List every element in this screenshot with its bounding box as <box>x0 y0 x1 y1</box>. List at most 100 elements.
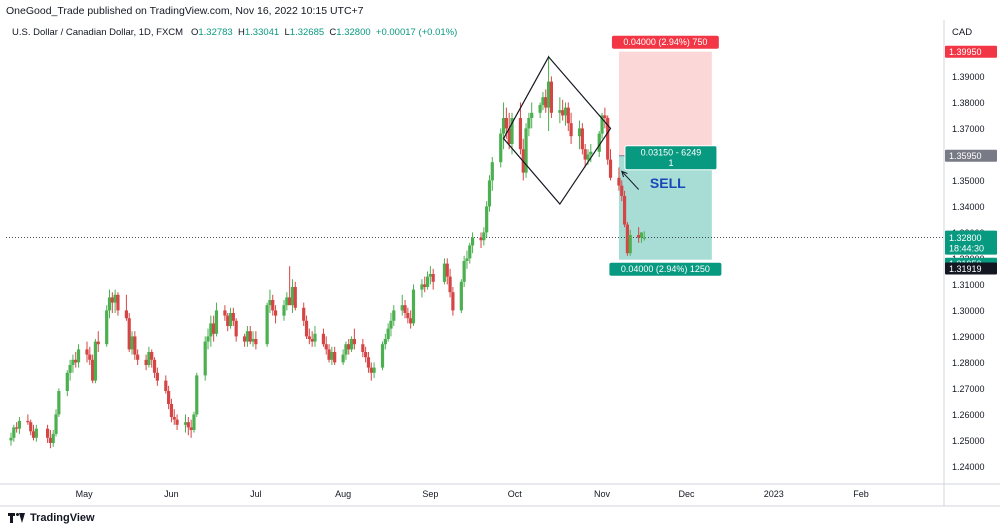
candle[interactable] <box>420 279 424 298</box>
candle[interactable] <box>361 339 365 358</box>
candle[interactable] <box>251 331 255 347</box>
candle[interactable] <box>93 339 98 384</box>
candle[interactable] <box>268 289 272 313</box>
candle[interactable] <box>15 422 19 433</box>
candle[interactable] <box>12 424 16 442</box>
candle[interactable] <box>639 232 644 243</box>
candle[interactable] <box>164 375 168 394</box>
candle[interactable] <box>228 307 233 329</box>
candle[interactable] <box>459 279 463 313</box>
candle[interactable] <box>245 326 250 347</box>
candle[interactable] <box>341 349 345 365</box>
candle[interactable] <box>563 102 568 126</box>
candle[interactable] <box>150 349 154 368</box>
candle[interactable] <box>189 419 193 438</box>
candle[interactable] <box>403 300 407 319</box>
candle[interactable] <box>254 331 258 350</box>
candle[interactable] <box>392 305 396 326</box>
candle[interactable] <box>273 305 278 324</box>
candle[interactable] <box>411 284 416 326</box>
candle[interactable] <box>482 227 486 246</box>
candle[interactable] <box>107 289 112 319</box>
candle[interactable] <box>234 318 238 342</box>
candle[interactable] <box>369 362 373 381</box>
sell-annotation[interactable]: SELL <box>650 175 686 191</box>
low-price-tag[interactable]: 1.31919 <box>945 262 997 275</box>
candle[interactable] <box>487 175 492 212</box>
candle[interactable] <box>546 55 551 131</box>
candle[interactable] <box>642 231 646 241</box>
candle[interactable] <box>152 357 157 378</box>
candle[interactable] <box>88 346 92 365</box>
candle[interactable] <box>425 271 430 290</box>
candle[interactable] <box>386 323 390 342</box>
candle[interactable] <box>124 294 128 321</box>
candle[interactable] <box>518 102 523 155</box>
candle[interactable] <box>462 255 466 287</box>
candle[interactable] <box>451 287 455 316</box>
candle[interactable] <box>327 344 331 363</box>
candle[interactable] <box>364 346 368 363</box>
candle[interactable] <box>442 258 447 285</box>
candle[interactable] <box>136 349 140 365</box>
candle[interactable] <box>468 242 472 264</box>
candle[interactable] <box>110 292 114 313</box>
diamond-pattern[interactable] <box>502 55 612 206</box>
candle[interactable] <box>366 352 371 373</box>
candle[interactable] <box>307 328 311 345</box>
candle[interactable] <box>65 370 69 397</box>
candle[interactable] <box>265 302 269 347</box>
candle[interactable] <box>347 339 351 355</box>
take-profit-zone[interactable] <box>618 155 712 260</box>
candle[interactable] <box>470 232 475 254</box>
candle[interactable] <box>637 227 641 243</box>
candle[interactable] <box>524 123 528 178</box>
candle[interactable] <box>333 346 337 365</box>
candle[interactable] <box>321 328 326 347</box>
candle[interactable] <box>31 424 36 441</box>
candle[interactable] <box>172 409 176 425</box>
candle[interactable] <box>133 331 137 360</box>
candle[interactable] <box>538 102 542 118</box>
candle[interactable] <box>628 229 632 256</box>
candle[interactable] <box>282 300 286 321</box>
candle[interactable] <box>248 326 252 345</box>
currency-label[interactable]: CAD <box>952 27 973 38</box>
tradingview-logo[interactable]: TradingView <box>8 512 95 524</box>
candle[interactable] <box>48 430 53 449</box>
candle[interactable] <box>530 102 534 129</box>
candle[interactable] <box>566 102 570 131</box>
candle[interactable] <box>597 131 601 157</box>
candle[interactable] <box>91 354 95 384</box>
candle[interactable] <box>428 266 432 285</box>
candle[interactable] <box>608 149 613 181</box>
candle[interactable] <box>175 414 179 430</box>
candle[interactable] <box>105 305 109 347</box>
candle[interactable] <box>195 372 199 417</box>
candle[interactable] <box>169 398 174 423</box>
stop-loss-zone[interactable] <box>618 51 712 156</box>
candle[interactable] <box>324 336 328 355</box>
candle[interactable] <box>26 414 30 425</box>
candle[interactable] <box>203 336 207 381</box>
candle[interactable] <box>310 331 314 347</box>
stop-info-box[interactable]: 0.04000 (2.94%) 750 <box>611 35 719 49</box>
candle[interactable] <box>372 362 376 378</box>
candle[interactable] <box>9 432 13 446</box>
candle[interactable] <box>499 128 503 168</box>
candle[interactable] <box>380 341 385 371</box>
candle[interactable] <box>620 180 624 202</box>
candle[interactable] <box>622 190 627 228</box>
candle[interactable] <box>212 315 216 342</box>
candle[interactable] <box>127 313 131 352</box>
entry-price-tag[interactable]: 1.35950 <box>945 149 997 162</box>
candle[interactable] <box>155 367 159 386</box>
candle[interactable] <box>290 279 295 313</box>
candle[interactable] <box>29 419 33 436</box>
candle[interactable] <box>304 315 309 339</box>
candle[interactable] <box>130 331 134 355</box>
candle[interactable] <box>485 201 489 238</box>
